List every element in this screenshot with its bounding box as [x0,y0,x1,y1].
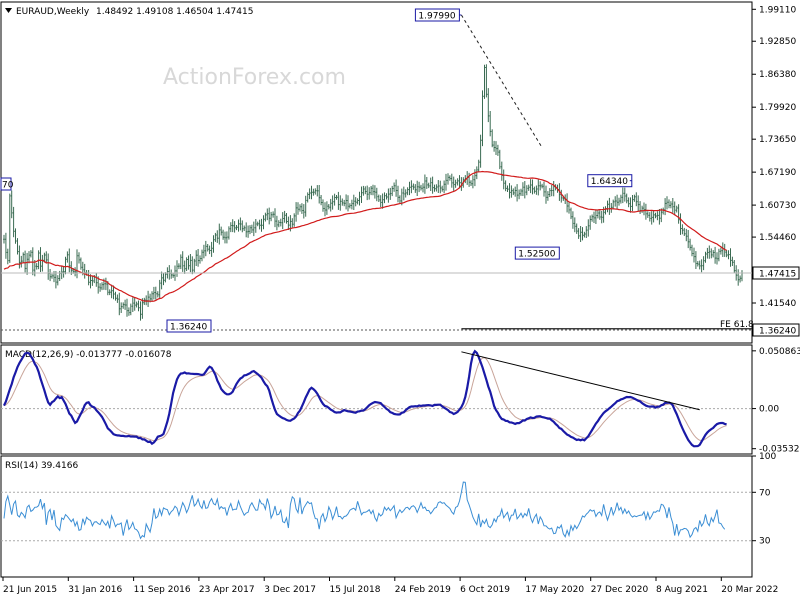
price-label-text: 1.64340 [591,177,628,187]
collapse-triangle-icon[interactable] [5,8,12,13]
price-annotations: FE 61.8 1.97990 1.64340 1.52500 1.36240 70 [0,8,754,333]
macd-tick-label: 0.050863 [759,347,800,357]
macd-line [3,349,727,448]
price-tick-label: 1.86380 [759,70,796,80]
rsi-panel-title: RSI(14) 39.4166 [5,461,78,471]
price-tick-label: 1.60730 [759,201,796,211]
x-tick-label: 8 Aug 2021 [656,585,708,595]
moving-average-line [3,170,727,302]
x-axis: 21 Jun 2015 31 Jan 2016 11 Sep 2016 23 Apr … [2,577,778,595]
x-tick-label: 27 Dec 2020 [591,585,649,595]
last-price-label: 1.47415 [759,270,796,280]
x-tick-label: 20 Mar 2022 [721,585,778,595]
watermark: ActionForex.com [163,65,346,90]
price-tick-label: 1.54460 [759,233,796,243]
x-tick-label: 24 Feb 2019 [395,585,451,595]
rsi-panel-frame [0,455,753,578]
macd-panel-frame [0,344,753,455]
x-tick-label: 31 Jan 2016 [68,585,122,595]
macd-signal-line [3,357,727,442]
rsi-axis: 100 70 30 [752,452,776,547]
rsi-layer [1,481,752,542]
price-label-text: 1.97990 [418,12,455,22]
price-label-box [514,246,560,260]
macd-tick-label: 0.00 [759,405,779,415]
rsi-tick-label: 30 [759,537,771,547]
price-tick-label: 1.92850 [759,37,796,47]
price-tick-label: 1.41540 [759,299,796,309]
macd-axis: 0.050863 0.00 -0.035322 [752,347,800,455]
x-tick-label: 15 Jul 2018 [330,585,381,595]
x-tick-label: 11 Sep 2016 [134,585,191,595]
macd-tick-label: -0.035322 [759,445,800,455]
ohlc-readout: 1.48492 1.49108 1.46504 1.47415 [96,7,253,17]
x-tick-label: 3 Dec 2017 [264,585,316,595]
x-tick-label: 6 Oct 2019 [460,585,510,595]
left-cut-label: 70 [2,181,14,191]
rsi-tick-label: 70 [759,488,771,498]
support-price-box [752,323,800,337]
rsi-tick-label: 100 [759,452,776,462]
price-tick-label: 1.67190 [759,168,796,178]
price-label-text: 1.52500 [518,250,555,260]
rsi-line [3,481,726,540]
sma-layer [3,170,727,302]
fe-label: FE 61.8 [720,320,754,330]
price-tick-label: 1.73650 [759,135,796,145]
x-tick-label: 21 Jun 2015 [3,585,57,595]
left-cut-label-box [0,177,12,191]
x-tick-label: 17 May 2020 [525,585,584,595]
price-panel-title: EURAUD,Weekly [16,7,90,17]
support-price-label: 1.36240 [759,327,796,337]
price-axis: 1.99110 1.92850 1.86380 1.79920 1.73650 1.671… [752,5,800,337]
trend-dashed-line [460,14,543,148]
price-label-text: 1.36240 [170,323,207,333]
price-label-box [166,319,212,333]
last-price-box [752,266,800,280]
price-label-box [414,8,460,22]
macd-panel-title: MACD(12,26,9) -0.013777 -0.016078 [5,350,172,360]
price-label-box [587,174,633,188]
macd-trend-line [461,351,700,411]
macd-layer [1,349,752,448]
x-tick-label: 23 Apr 2017 [199,585,255,595]
price-tick-label: 1.79920 [759,103,796,113]
price-tick-label: 1.99110 [759,5,796,15]
